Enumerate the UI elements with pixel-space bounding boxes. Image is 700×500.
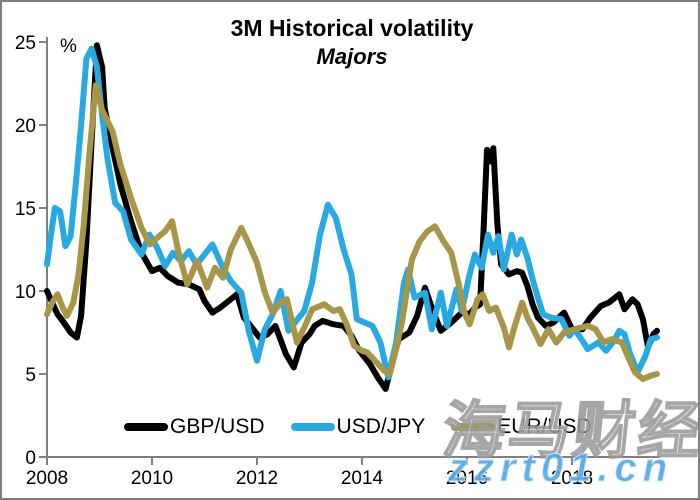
y-tick-label: 10 bbox=[15, 282, 36, 303]
legend-label-eurusd: EUR/USD bbox=[497, 415, 592, 438]
watermark-url-text: zzrt01.cn bbox=[447, 446, 674, 491]
chart-title: 3M Historical volatility bbox=[230, 15, 474, 41]
y-tick-label: 15 bbox=[15, 199, 36, 220]
x-tick-label: 2008 bbox=[26, 468, 68, 489]
series-eurusd-line bbox=[44, 82, 660, 382]
series-usdjpy-line bbox=[44, 45, 660, 381]
x-tick-label: 2014 bbox=[341, 468, 384, 489]
y-tick-label: 0 bbox=[25, 448, 36, 469]
chart-legend: GBP/USD USD/JPY EUR/USD bbox=[124, 415, 592, 439]
x-tick-label: 2018 bbox=[551, 468, 593, 489]
x-tick-label: 2016 bbox=[446, 468, 488, 489]
y-tick-label: 20 bbox=[15, 116, 36, 137]
legend-item-eurusd: EUR/USD bbox=[451, 415, 592, 439]
chart-title-block: 3M Historical volatility Majors bbox=[2, 14, 698, 71]
gbpusd-line-swatch bbox=[124, 423, 168, 431]
eurusd-line-swatch bbox=[451, 423, 496, 431]
y-tick-label: 5 bbox=[25, 365, 36, 386]
legend-label-gbpusd: GBP/USD bbox=[170, 415, 265, 438]
usdjpy-line-swatch bbox=[290, 423, 335, 431]
x-tick-label: 2012 bbox=[236, 468, 278, 489]
legend-item-gbpusd: GBP/USD bbox=[124, 415, 265, 439]
x-tick-label: 2010 bbox=[131, 468, 173, 489]
y-axis-unit-label: % bbox=[60, 36, 77, 57]
series-gbpusd-line bbox=[44, 42, 660, 392]
legend-label-usdjpy: USD/JPY bbox=[336, 415, 426, 438]
legend-item-usdjpy: USD/JPY bbox=[290, 415, 426, 439]
chart-subtitle: Majors bbox=[316, 43, 388, 69]
y-tick-label: 25 bbox=[15, 33, 36, 54]
